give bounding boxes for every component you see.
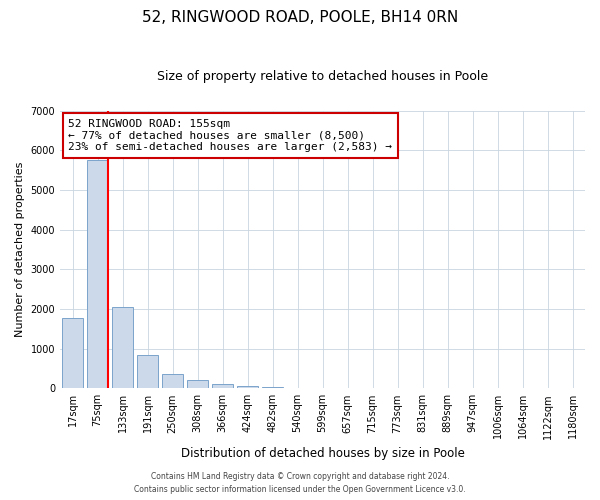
- Bar: [87, 160, 108, 388]
- Bar: [62, 318, 83, 388]
- Title: Size of property relative to detached houses in Poole: Size of property relative to detached ho…: [157, 70, 488, 83]
- Bar: [187, 380, 208, 388]
- Bar: [112, 307, 133, 388]
- X-axis label: Distribution of detached houses by size in Poole: Distribution of detached houses by size …: [181, 447, 464, 460]
- Text: Contains HM Land Registry data © Crown copyright and database right 2024.
Contai: Contains HM Land Registry data © Crown c…: [134, 472, 466, 494]
- Bar: [137, 356, 158, 388]
- Bar: [212, 384, 233, 388]
- Bar: [237, 386, 258, 388]
- Y-axis label: Number of detached properties: Number of detached properties: [15, 162, 25, 337]
- Text: 52 RINGWOOD ROAD: 155sqm
← 77% of detached houses are smaller (8,500)
23% of sem: 52 RINGWOOD ROAD: 155sqm ← 77% of detach…: [68, 119, 392, 152]
- Text: 52, RINGWOOD ROAD, POOLE, BH14 0RN: 52, RINGWOOD ROAD, POOLE, BH14 0RN: [142, 10, 458, 25]
- Bar: [162, 374, 183, 388]
